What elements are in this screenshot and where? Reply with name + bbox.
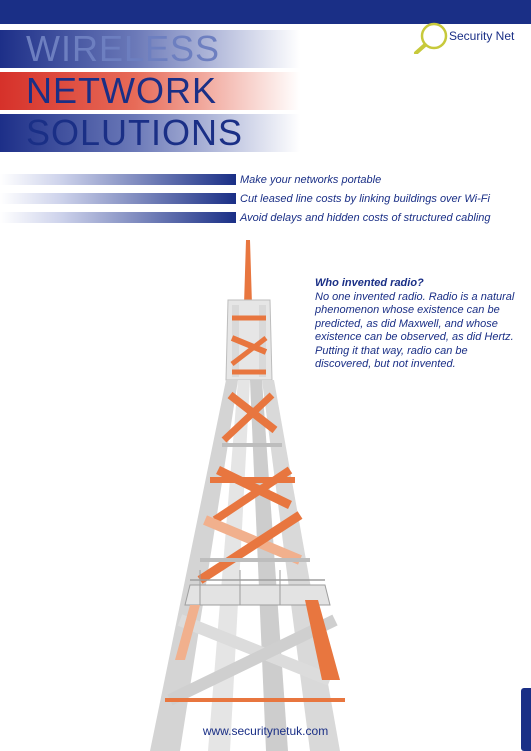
callout-body: No one invented radio. Radio is a natura… [315, 291, 515, 372]
radio-callout: Who invented radio? No one invented radi… [315, 277, 515, 372]
side-tab [521, 688, 531, 751]
callout-heading: Who invented radio? [315, 277, 515, 291]
website-url[interactable]: www.securitynetuk.com [0, 724, 531, 738]
